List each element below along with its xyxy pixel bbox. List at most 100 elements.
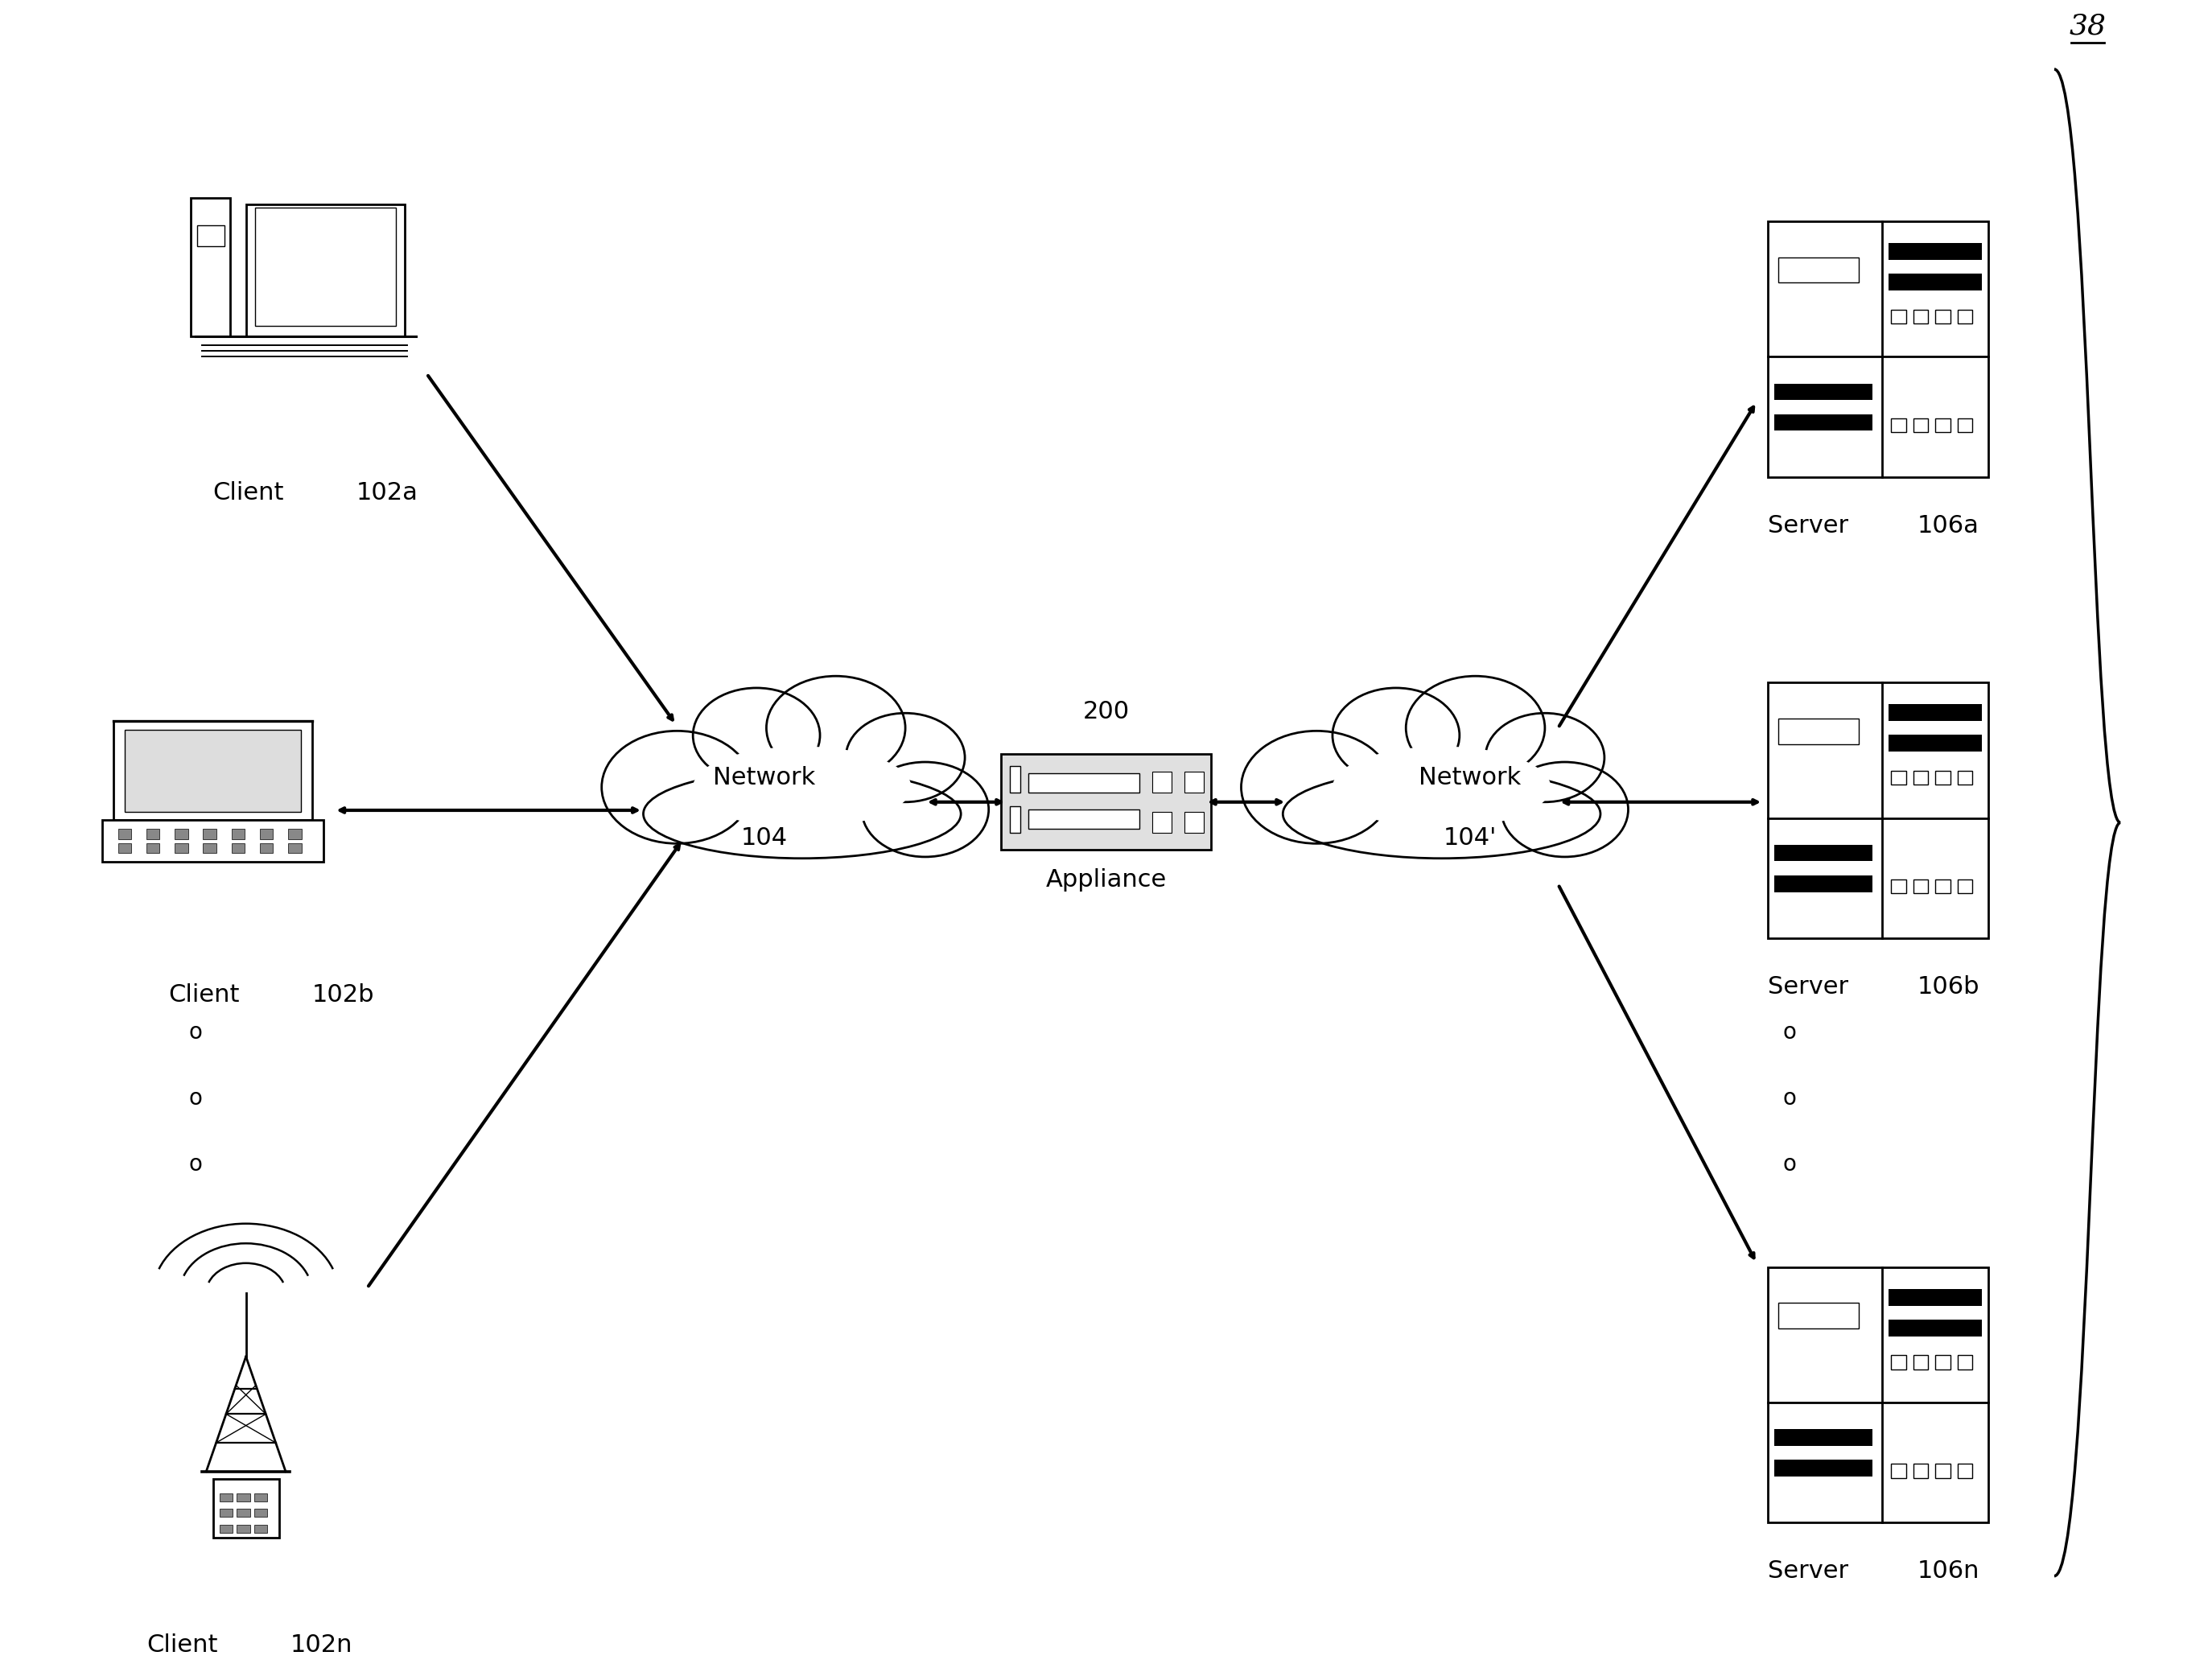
Bar [1913,418,1929,433]
Text: 106b: 106b [1918,975,1980,998]
Bar [1891,418,1907,433]
Bar [1029,810,1139,829]
Bar [1913,310,1929,324]
Bar [146,844,159,854]
Bar [1152,772,1172,792]
Bar [1913,1464,1929,1478]
Ellipse shape [1440,807,1551,834]
Ellipse shape [1283,769,1601,859]
Bar [1891,1354,1907,1369]
Circle shape [1332,687,1460,782]
Bar [1889,243,1982,260]
Bar [1936,770,1951,785]
Bar [175,829,188,839]
Bar [1183,812,1203,832]
Bar [102,820,323,862]
Text: Client: Client [168,983,239,1007]
Bar [1936,418,1951,433]
Text: 102n: 102n [290,1634,352,1657]
Bar [1152,812,1172,832]
Text: 200: 200 [1082,699,1130,722]
Bar [1958,770,1973,785]
Bar [232,844,246,854]
Bar [1958,1354,1973,1369]
Circle shape [1407,676,1544,780]
Text: 106a: 106a [1918,514,1980,537]
Bar [259,844,272,854]
Bar [1009,805,1020,832]
Bar [254,1509,268,1518]
Bar [246,205,405,336]
Text: o: o [188,1153,201,1175]
Bar [1889,735,1982,752]
Bar [1767,682,1989,938]
Bar [1913,879,1929,894]
Bar [1958,1464,1973,1478]
Bar [1936,879,1951,894]
Bar [288,829,301,839]
Bar [1029,774,1139,792]
Bar [1774,1429,1874,1446]
Text: Server: Server [1767,514,1849,537]
Circle shape [765,676,905,780]
Bar [1774,414,1874,431]
Circle shape [845,714,964,802]
Ellipse shape [1332,747,1551,829]
Bar [117,844,131,854]
Bar [1183,772,1203,792]
Bar [1913,1354,1929,1369]
Circle shape [1502,762,1628,857]
FancyBboxPatch shape [1002,754,1210,850]
Bar [1774,875,1874,892]
Bar [204,829,217,839]
Bar [237,1524,250,1533]
Text: Client: Client [212,481,283,504]
Bar [1891,879,1907,894]
Text: Appliance: Appliance [1046,869,1166,892]
Bar [1889,275,1982,291]
Bar [175,844,188,854]
Circle shape [1241,730,1391,844]
Bar [1778,719,1858,744]
Bar [1778,258,1858,283]
Text: Network: Network [712,765,816,789]
Bar [146,829,159,839]
Bar [204,844,217,854]
Bar [212,1479,279,1538]
Text: Server: Server [1767,975,1849,998]
Text: 104': 104' [1442,827,1498,850]
Bar [117,829,131,839]
Bar [1958,310,1973,324]
Bar [1774,384,1874,401]
Ellipse shape [644,769,960,859]
Text: 102b: 102b [312,983,374,1007]
Bar [254,1524,268,1533]
Ellipse shape [801,807,911,834]
Bar [1774,845,1874,862]
Bar [1009,765,1020,792]
Text: o: o [1783,1153,1796,1175]
Bar [1774,1459,1874,1476]
Bar [124,729,301,812]
Bar [1889,1290,1982,1306]
Bar [197,225,226,246]
Bar [1958,418,1973,433]
Bar [1913,770,1929,785]
Text: Client: Client [146,1634,219,1657]
Bar [1002,754,1210,850]
Bar [1936,1464,1951,1478]
Bar [237,1509,250,1518]
Text: 102a: 102a [356,481,418,504]
Circle shape [602,730,752,844]
Circle shape [692,687,821,782]
Bar [1767,221,1989,478]
Text: 104: 104 [741,827,787,850]
Bar [1891,770,1907,785]
Text: o: o [1783,1087,1796,1110]
Bar [1936,1354,1951,1369]
Bar [190,198,230,336]
Bar [1891,310,1907,324]
Bar [288,844,301,854]
Bar [1936,310,1951,324]
Text: Network: Network [1418,765,1522,789]
